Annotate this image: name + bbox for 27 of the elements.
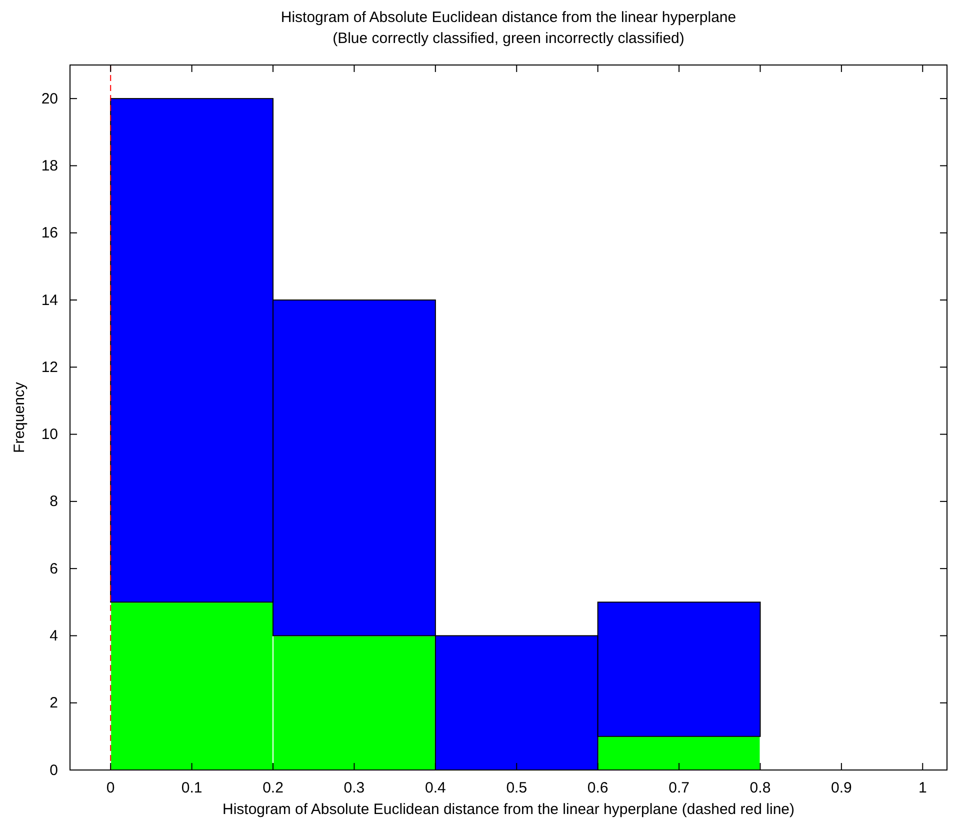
x-tick-label: 0.1 [181,780,202,797]
bar [597,736,761,770]
x-tick-label: 0.5 [506,780,528,797]
x-tick-label: 0.8 [750,780,771,797]
y-tick-label: 16 [41,224,58,242]
y-tick-label: 20 [41,90,58,108]
y-tick-label: 10 [41,426,58,444]
x-tick-label: 0.3 [344,780,365,797]
y-tick-label: 4 [50,628,58,645]
y-tick-label: 6 [50,560,58,578]
x-tick-label: 0.7 [668,780,690,797]
x-axis-title: Histogram of Absolute Euclidean distance from the linear hyperplane (dashed red line) [222,801,794,818]
x-tick-label: 0.6 [587,780,608,797]
chart-subtitle: (Blue correctly classified, green incorrectly classified) [332,30,684,47]
y-tick-label: 2 [50,694,58,712]
y-tick-label: 14 [41,292,58,309]
x-tick-label: 0 [106,780,115,797]
x-tick-label: 0.4 [424,780,446,797]
y-tick-label: 18 [41,158,58,175]
y-tick-label: 12 [41,358,58,376]
x-tick-label: 1 [918,780,927,797]
y-tick-label: 8 [50,493,58,510]
y-tick-label: 0 [50,762,58,779]
chart-title: Histogram of Absolute Euclidean distance from the linear hyperplane [280,9,736,26]
x-tick-label: 0.9 [831,780,852,797]
x-tick-label: 0.2 [262,780,284,797]
y-axis-title: Frequency [11,382,28,453]
